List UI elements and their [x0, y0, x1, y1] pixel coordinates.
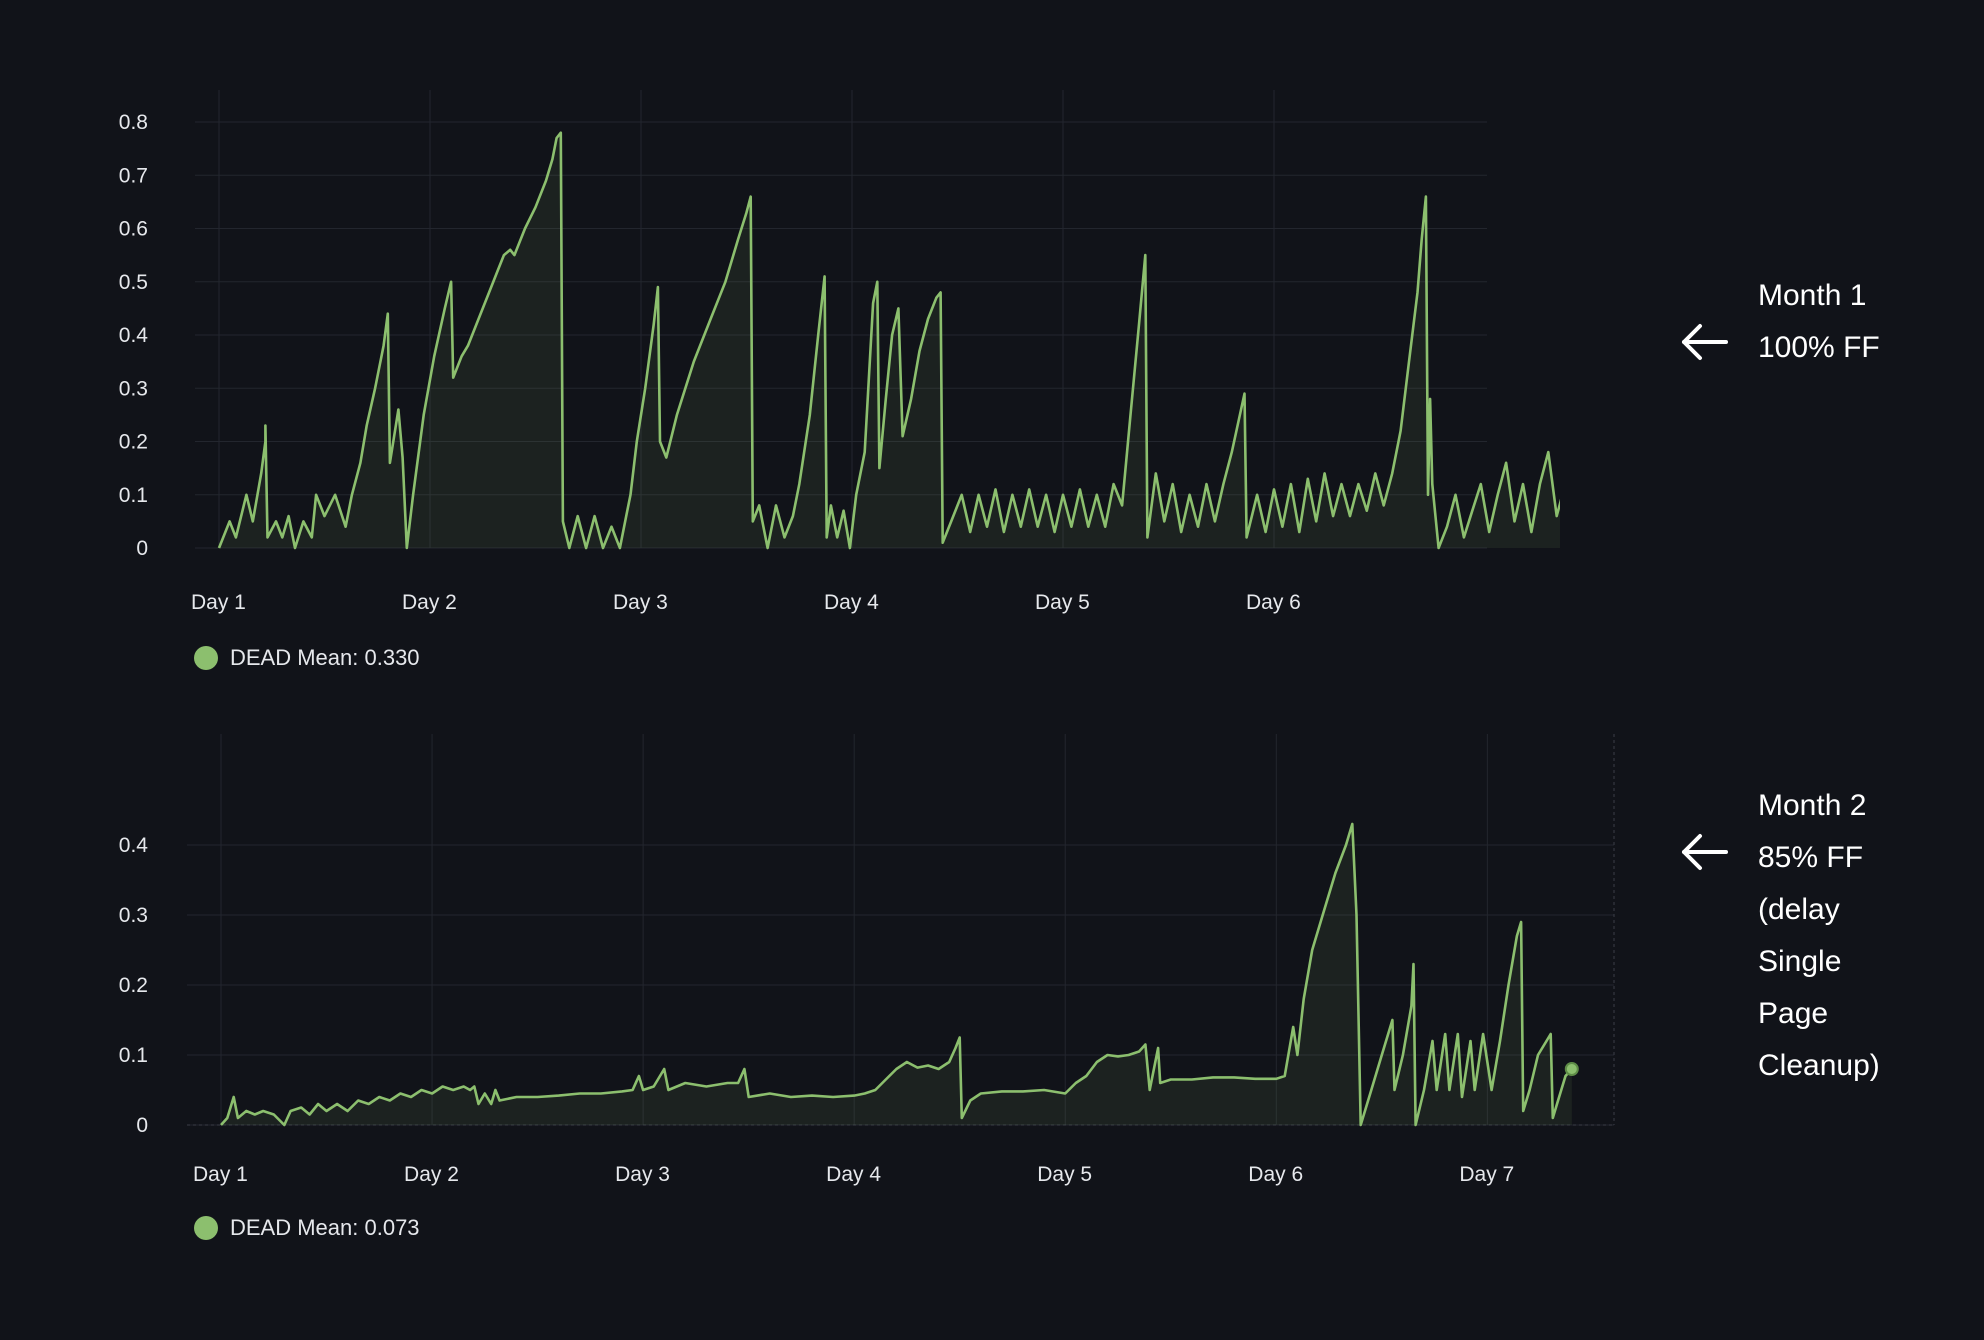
- series-line: [217, 131, 1645, 550]
- annotation-line: Cleanup): [1758, 1049, 1880, 1082]
- annotation-month-2: Month 2 85% FF (delay Single Page Cleanu…: [1680, 780, 1880, 1092]
- annotation-month-1: Month 1 100% FF: [1680, 270, 1880, 374]
- x-tick-label: Day 2: [402, 591, 457, 614]
- x-tick-label: Day 6: [1248, 1163, 1303, 1186]
- annotation-line: Month 1: [1758, 279, 1867, 312]
- annotation-line: Single: [1758, 945, 1842, 978]
- y-tick-label: 0.4: [119, 834, 149, 857]
- y-tick-label: 0.6: [119, 218, 148, 241]
- x-tick-label: Day 6: [1246, 591, 1301, 614]
- annotation-line: Month 2: [1758, 789, 1867, 822]
- y-tick-label: 0.3: [119, 377, 148, 400]
- annotation-line: 85% FF: [1758, 841, 1864, 874]
- series-area: [219, 132, 1644, 548]
- chart-month-2: 0 0.1 0.2 0.3 0.4 Day 1 Day 2 Day 3 Day 4 Day 5 Da…: [0, 700, 1660, 1300]
- annotation-line: 100% FF: [1758, 331, 1880, 364]
- chart-month-1-svg: 0 0.1 0.2 0.3 0.4 0.5 0.6 0.7 0.8 Day 1 Day 2 Day 3…: [119, 90, 1645, 670]
- x-tick-label: Day 5: [1037, 1163, 1092, 1186]
- x-tick-label: Day 4: [824, 591, 879, 614]
- legend-marker: [194, 646, 218, 670]
- y-tick-label: 0.2: [119, 431, 148, 454]
- y-tick-label: 0.3: [119, 904, 148, 927]
- y-tick-label: 0: [136, 537, 148, 560]
- left-arrow-icon: [1682, 324, 1728, 360]
- annotation-line: (delay: [1758, 893, 1840, 926]
- y-tick-label: 0.1: [119, 484, 148, 507]
- y-tick-label: 0: [136, 1114, 148, 1137]
- legend-label: DEAD Mean: 0.073: [230, 1215, 420, 1240]
- y-tick-label: 0.4: [119, 324, 149, 347]
- chart-month-1: 0 0.1 0.2 0.3 0.4 0.5 0.6 0.7 0.8 Day 1 Day 2 Day 3…: [0, 60, 1645, 700]
- series-area: [221, 824, 1572, 1125]
- chart-month-2-svg: 0 0.1 0.2 0.3 0.4 Day 1 Day 2 Day 3 Day 4 Day 5 Da…: [119, 734, 1615, 1240]
- legend-marker: [194, 1216, 218, 1240]
- y-tick-label: 0.7: [119, 164, 148, 187]
- series-end-marker: [1564, 1062, 1579, 1076]
- x-tick-label: Day 1: [193, 1163, 248, 1186]
- annotation-line: Page: [1758, 997, 1829, 1030]
- x-tick-label: Day 1: [191, 591, 246, 614]
- y-tick-label: 0.8: [119, 111, 148, 134]
- y-tick-label: 0.5: [119, 271, 148, 294]
- series-line: [220, 822, 1573, 1127]
- y-tick-label: 0.1: [119, 1044, 148, 1067]
- annotation-month-1-lines: Month 1 100% FF: [1758, 270, 1880, 374]
- legend-label: DEAD Mean: 0.330: [230, 645, 420, 670]
- x-tick-label: Day 3: [615, 1163, 670, 1186]
- x-tick-label: Day 5: [1035, 591, 1090, 614]
- annotation-month-2-lines: Month 2 85% FF (delay Single Page Cleanu…: [1758, 780, 1880, 1092]
- x-tick-label: Day 3: [613, 591, 668, 614]
- x-tick-label: Day 7: [1459, 1163, 1514, 1186]
- x-tick-label: Day 2: [404, 1163, 459, 1186]
- x-tick-label: Day 4: [826, 1163, 881, 1186]
- left-arrow-icon: [1682, 834, 1728, 870]
- y-tick-label: 0.2: [119, 974, 148, 997]
